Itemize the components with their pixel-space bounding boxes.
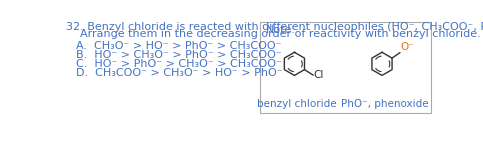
Text: B.  HO⁻ > CH₃O⁻ > PhO⁻ > CH₃COO⁻: B. HO⁻ > CH₃O⁻ > PhO⁻ > CH₃COO⁻ — [76, 50, 282, 60]
Text: D.  CH₃COO⁻ > CH₃O⁻ > HO⁻ > PhO⁻: D. CH₃COO⁻ > CH₃O⁻ > HO⁻ > PhO⁻ — [76, 68, 283, 78]
Text: benzyl chloride: benzyl chloride — [257, 99, 337, 108]
Text: Cl: Cl — [314, 70, 324, 80]
Text: Arrange them in the decreasing order of reactivity with benzyl chloride.: Arrange them in the decreasing order of … — [66, 29, 481, 39]
Text: A.  CH₃O⁻ > HO⁻ > PhO⁻ > CH₃COO⁻: A. CH₃O⁻ > HO⁻ > PhO⁻ > CH₃COO⁻ — [76, 41, 282, 51]
Text: Note:: Note: — [266, 25, 296, 35]
Text: C.  HO⁻ > PhO⁻ > CH₃O⁻ > CH₃COO⁻: C. HO⁻ > PhO⁻ > CH₃O⁻ > CH₃COO⁻ — [76, 59, 282, 69]
FancyBboxPatch shape — [260, 22, 431, 113]
Text: PhO⁻, phenoxide: PhO⁻, phenoxide — [341, 99, 428, 108]
Text: 32. Benzyl chloride is reacted with different nucleophiles (HO⁻, CH₃COO⁻, PhO⁻, : 32. Benzyl chloride is reacted with diff… — [66, 21, 483, 32]
Text: O⁻: O⁻ — [400, 42, 414, 52]
